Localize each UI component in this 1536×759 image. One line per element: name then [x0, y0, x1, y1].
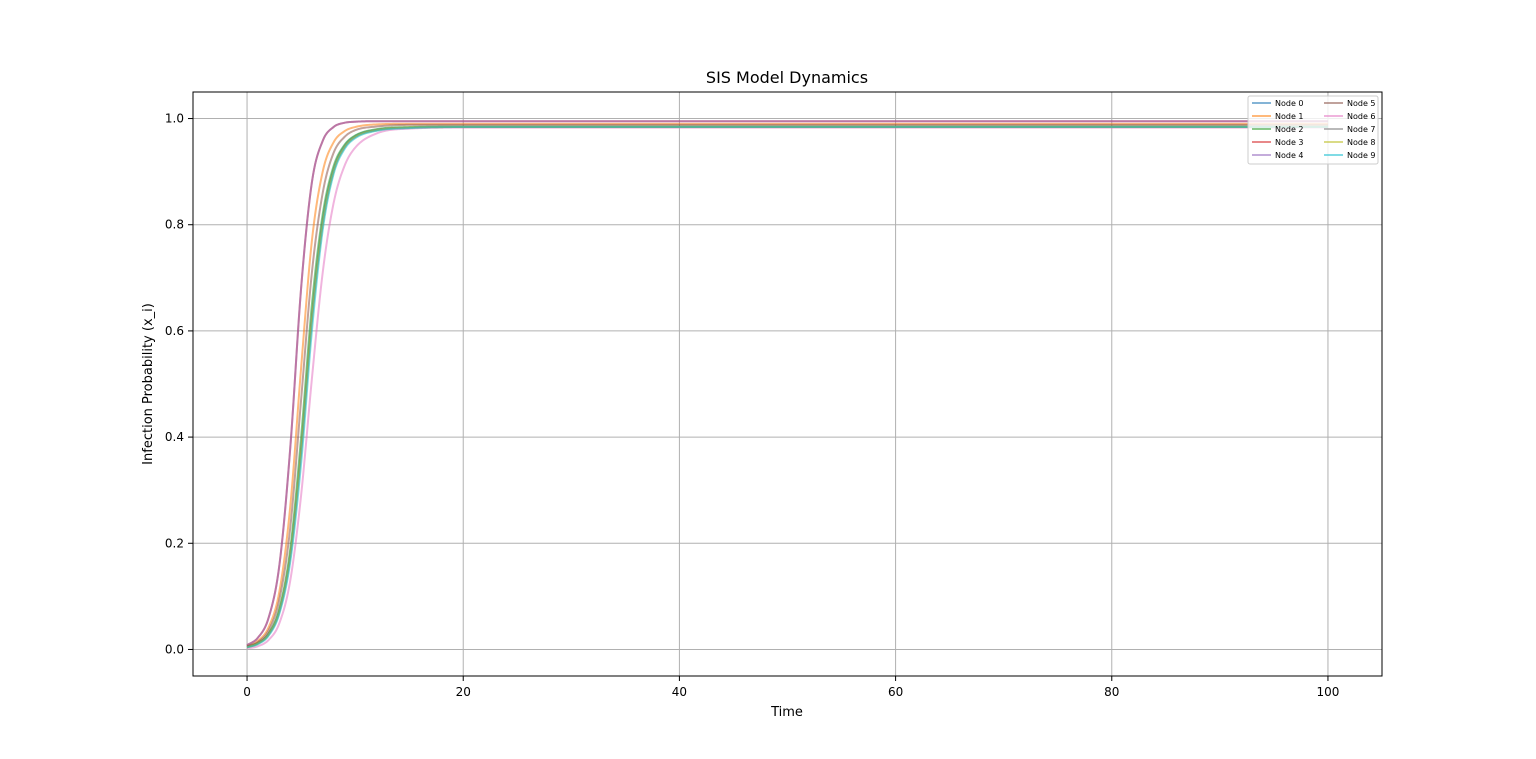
y-tick-label: 0.2	[165, 536, 184, 550]
y-tick-label: 1.0	[165, 112, 184, 126]
legend-label: Node 2	[1275, 125, 1304, 134]
series-line-node-5	[246, 123, 1328, 648]
y-tick-label: 0.4	[165, 430, 184, 444]
plot-frame	[192, 91, 1383, 677]
legend-label: Node 1	[1275, 112, 1304, 121]
y-tick-label: 0.6	[165, 324, 184, 338]
series-line-node-4	[246, 120, 1328, 647]
x-tick-label: 20	[456, 685, 471, 699]
chart-title: SIS Model Dynamics	[706, 68, 868, 87]
series-lines	[246, 120, 1328, 650]
x-tick-label: 40	[672, 685, 687, 699]
legend-label: Node 0	[1275, 99, 1304, 108]
y-tick-label: 0.8	[165, 218, 184, 232]
x-tick-label: 100	[1317, 685, 1340, 699]
legend-label: Node 4	[1275, 151, 1304, 160]
series-line-node-9	[246, 126, 1328, 649]
grid-lines	[193, 92, 1382, 676]
x-axis-ticks: 0 20 40 60 80 100	[243, 676, 1339, 699]
legend-label: Node 3	[1275, 138, 1304, 147]
legend: Node 0 Node 1 Node 2 Node 3 Node 4 Node 5 Node…	[1247, 95, 1379, 165]
legend-label: Node 9	[1347, 151, 1376, 160]
x-axis-label: Time	[770, 705, 803, 720]
legend-box	[1247, 95, 1379, 165]
y-axis-ticks: 0.0 0.2 0.4 0.6 0.8 1.0	[165, 112, 193, 656]
y-tick-label: 0.0	[165, 642, 184, 656]
x-tick-label: 80	[1104, 685, 1119, 699]
x-tick-label: 60	[888, 685, 903, 699]
legend-label: Node 6	[1347, 112, 1376, 121]
legend-label: Node 7	[1347, 125, 1376, 134]
x-tick-label: 0	[243, 685, 251, 699]
legend-label: Node 8	[1347, 138, 1376, 147]
y-axis-label: Infection Probability (x_i)	[141, 303, 156, 465]
legend-label: Node 5	[1347, 99, 1376, 108]
series-line-node-1	[246, 122, 1328, 648]
